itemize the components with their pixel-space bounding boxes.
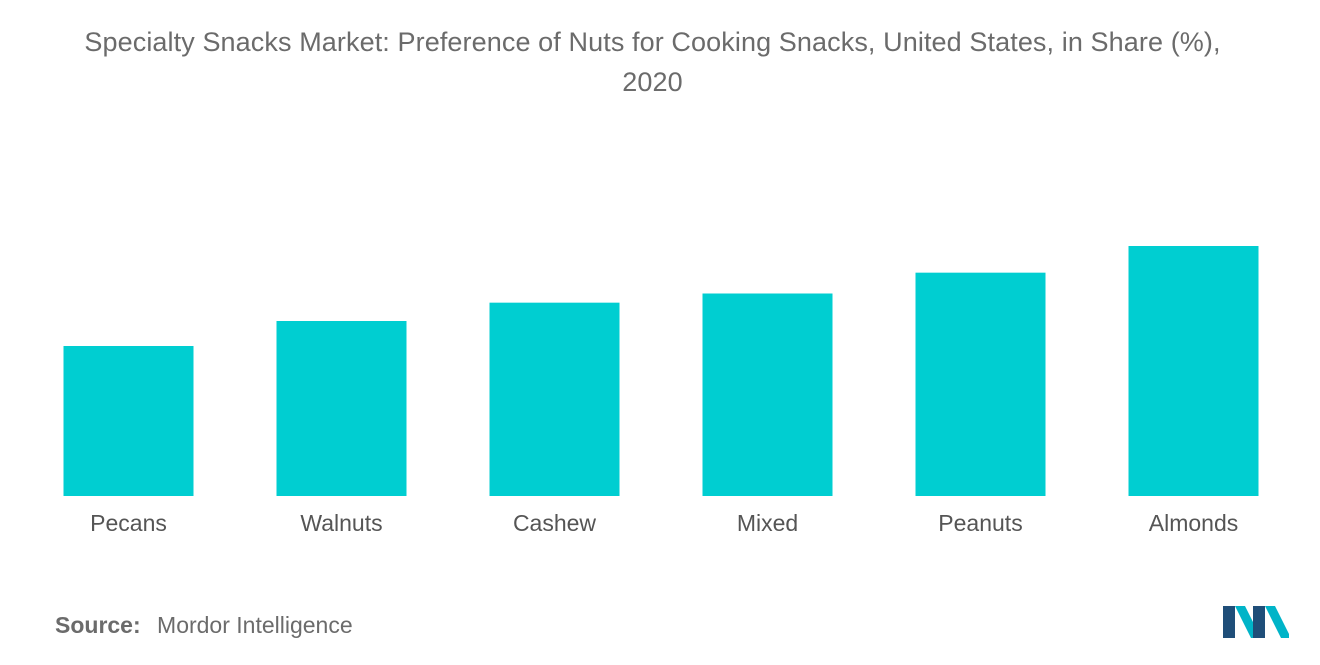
bar-walnuts — [276, 321, 407, 496]
x-tick-label-cashew: Cashew — [513, 510, 596, 536]
x-tick-label-peanuts: Peanuts — [938, 510, 1022, 536]
bars-layer — [63, 246, 1259, 496]
category-labels-layer: Pecans Walnuts Cashew Mixed Peanuts Almonds — [90, 510, 1238, 536]
source-text: Mordor Intelligence — [157, 612, 353, 638]
bar-cashew — [489, 302, 620, 496]
bar-mixed — [702, 293, 833, 496]
x-tick-label-pecans: Pecans — [90, 510, 167, 536]
bar-pecans — [63, 346, 194, 496]
mordor-intelligence-logo-icon — [1223, 606, 1289, 638]
chart-title-line-1: Specialty Snacks Market: Preference of N… — [84, 27, 1221, 57]
bar-almonds — [1128, 246, 1259, 496]
x-tick-label-almonds: Almonds — [1149, 510, 1238, 536]
bar-peanuts — [915, 272, 1046, 496]
x-tick-label-mixed: Mixed — [737, 510, 798, 536]
source-label: Source: — [55, 612, 141, 638]
chart-title-line-2: 2020 — [622, 67, 683, 97]
source-note: Source: Mordor Intelligence — [55, 612, 353, 639]
x-tick-label-walnuts: Walnuts — [300, 510, 382, 536]
chart-title: Specialty Snacks Market: Preference of N… — [0, 22, 1305, 102]
